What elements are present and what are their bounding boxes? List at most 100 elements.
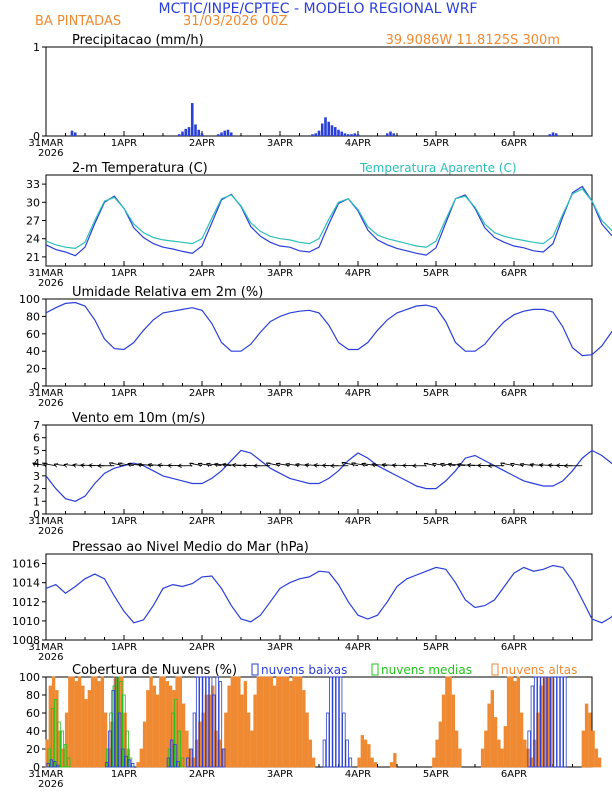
wind-arrow-head xyxy=(295,463,299,468)
cloud-bar-altas xyxy=(513,681,517,768)
cloud-bar-altas xyxy=(84,699,88,768)
wind-arrow-head xyxy=(529,464,533,468)
wind-arrow-head xyxy=(88,463,93,466)
cloud-bar-medias xyxy=(63,744,68,768)
cloud-bar-baixas xyxy=(546,676,551,768)
cloud-bar-altas xyxy=(246,712,251,768)
cloud-bar-baixas xyxy=(56,764,60,768)
wind-arrow-head xyxy=(313,464,318,468)
cloud-bar-altas xyxy=(90,676,95,768)
pressure-ytick-label: 1014 xyxy=(12,577,40,590)
precip-bar xyxy=(187,127,191,136)
wind-ytick-label: 2 xyxy=(33,483,40,496)
precip-ytick-label: 0 xyxy=(33,130,40,143)
cloud-bar-altas xyxy=(256,676,261,768)
wind-arrow xyxy=(285,463,300,467)
cloud-bar-altas xyxy=(311,757,316,768)
cloud-bar-altas xyxy=(523,739,527,768)
wind-arrow-head xyxy=(206,462,211,465)
clouds-xtick-label: 1APR xyxy=(111,769,137,780)
wind-arrow-head xyxy=(197,463,201,467)
cloud-bar-altas xyxy=(269,676,274,768)
cloud-bar-altas xyxy=(360,735,365,768)
cloud-bar-baixas xyxy=(553,676,557,768)
wind-arrow-head xyxy=(117,462,121,467)
cloud-bar-altas xyxy=(490,690,495,768)
pressure-panel: Pressao ao Nivel Medio do Mar (hPa) 1008 1… xyxy=(12,540,612,663)
wind-arrow xyxy=(295,463,310,467)
wind-arrow-head xyxy=(330,465,335,469)
cloud-bar-baixas xyxy=(52,761,57,768)
precip-bar xyxy=(194,124,197,136)
cloud-bar-altas xyxy=(451,694,456,768)
precip-bar xyxy=(190,103,194,136)
cloud-bar-altas xyxy=(503,726,508,768)
cloud-bar-altas xyxy=(363,739,368,768)
precip-bar xyxy=(314,133,318,136)
precip-bar xyxy=(320,123,324,136)
wind-arrow-head xyxy=(330,463,335,467)
cloud-bar-altas xyxy=(308,739,313,768)
precip-bar xyxy=(324,117,327,136)
cloud-bar-baixas xyxy=(550,676,554,768)
cloud-bar-altas xyxy=(305,712,309,768)
humidity-ytick-label: 80 xyxy=(26,310,40,323)
cloud-bar-baixas xyxy=(348,757,353,768)
wind-arrow xyxy=(43,463,56,467)
cloud-bar-altas xyxy=(370,757,374,768)
cloud-bar-baixas xyxy=(186,757,190,768)
cloud-bar-altas xyxy=(295,676,300,768)
wind-arrow-head xyxy=(529,463,534,465)
clouds-xtick-label: 4APR xyxy=(345,769,371,780)
wind-arrow-head xyxy=(510,463,514,467)
humidity-ytick-label: 60 xyxy=(26,328,40,341)
humidity-ytick-label: 20 xyxy=(26,363,40,376)
wind-arrow xyxy=(206,463,222,467)
cloud-bar-baixas xyxy=(189,748,193,768)
wind-ytick-label: 6 xyxy=(33,432,40,445)
cloud-bar-altas xyxy=(597,757,602,768)
cloud-bar-altas xyxy=(224,712,228,768)
cloud-bar-altas xyxy=(87,690,92,768)
humidity-ytick-label: 40 xyxy=(26,345,40,358)
wind-arrow-head xyxy=(519,463,524,468)
cloud-bar-altas xyxy=(519,712,524,768)
precip-title: Precipitacao (mm/h) xyxy=(72,33,204,48)
humidity-xtick-label: 2APR xyxy=(189,388,215,399)
cloud-bar-altas xyxy=(81,685,85,768)
cloud-bar-baixas xyxy=(199,676,203,768)
temperature-xtick-label: 3APR xyxy=(267,268,293,279)
wind-arrow-head xyxy=(177,463,182,467)
wind-arrow-head xyxy=(304,463,309,466)
wind-arrow-head xyxy=(222,463,226,468)
cloud-bar-baixas xyxy=(208,676,213,768)
cloud-bar-baixas xyxy=(46,763,50,768)
cloud-bar-baixas xyxy=(563,676,567,768)
wind-arrow-head xyxy=(127,462,132,464)
wind-arrow-head xyxy=(43,463,47,468)
wind-arrow-head xyxy=(351,462,355,467)
precip-xtick-label: 5APR xyxy=(423,138,449,149)
wind-arrow xyxy=(341,462,359,467)
temperature-xtick-label: 31MAR xyxy=(28,268,63,279)
wind-arrow xyxy=(198,463,212,467)
wind-series-line-0 xyxy=(45,449,612,502)
precip-xtick-label: 1APR xyxy=(111,138,137,149)
cloud-bar-altas xyxy=(289,681,293,768)
precip-bar xyxy=(350,134,353,136)
wind-frame xyxy=(45,424,593,515)
wind-arrow-head xyxy=(147,464,152,468)
humidity-frame xyxy=(45,298,593,387)
precip-xtick-label: 3APR xyxy=(267,138,293,149)
cloud-bar-baixas xyxy=(530,685,535,768)
wind-arrow-head xyxy=(167,465,172,468)
humidity-year-label: 2026 xyxy=(38,398,63,409)
cloud-legend-label-0: nuvens baixas xyxy=(261,663,347,677)
wind-arrow-head xyxy=(440,462,445,465)
wind-arrow xyxy=(351,462,368,467)
wind-arrow-head xyxy=(477,465,482,468)
cloud-bar-baixas xyxy=(345,739,349,768)
wind-arrow-head xyxy=(412,463,417,467)
wind-arrow-head xyxy=(556,465,561,468)
cloud-bar-altas xyxy=(146,690,150,768)
